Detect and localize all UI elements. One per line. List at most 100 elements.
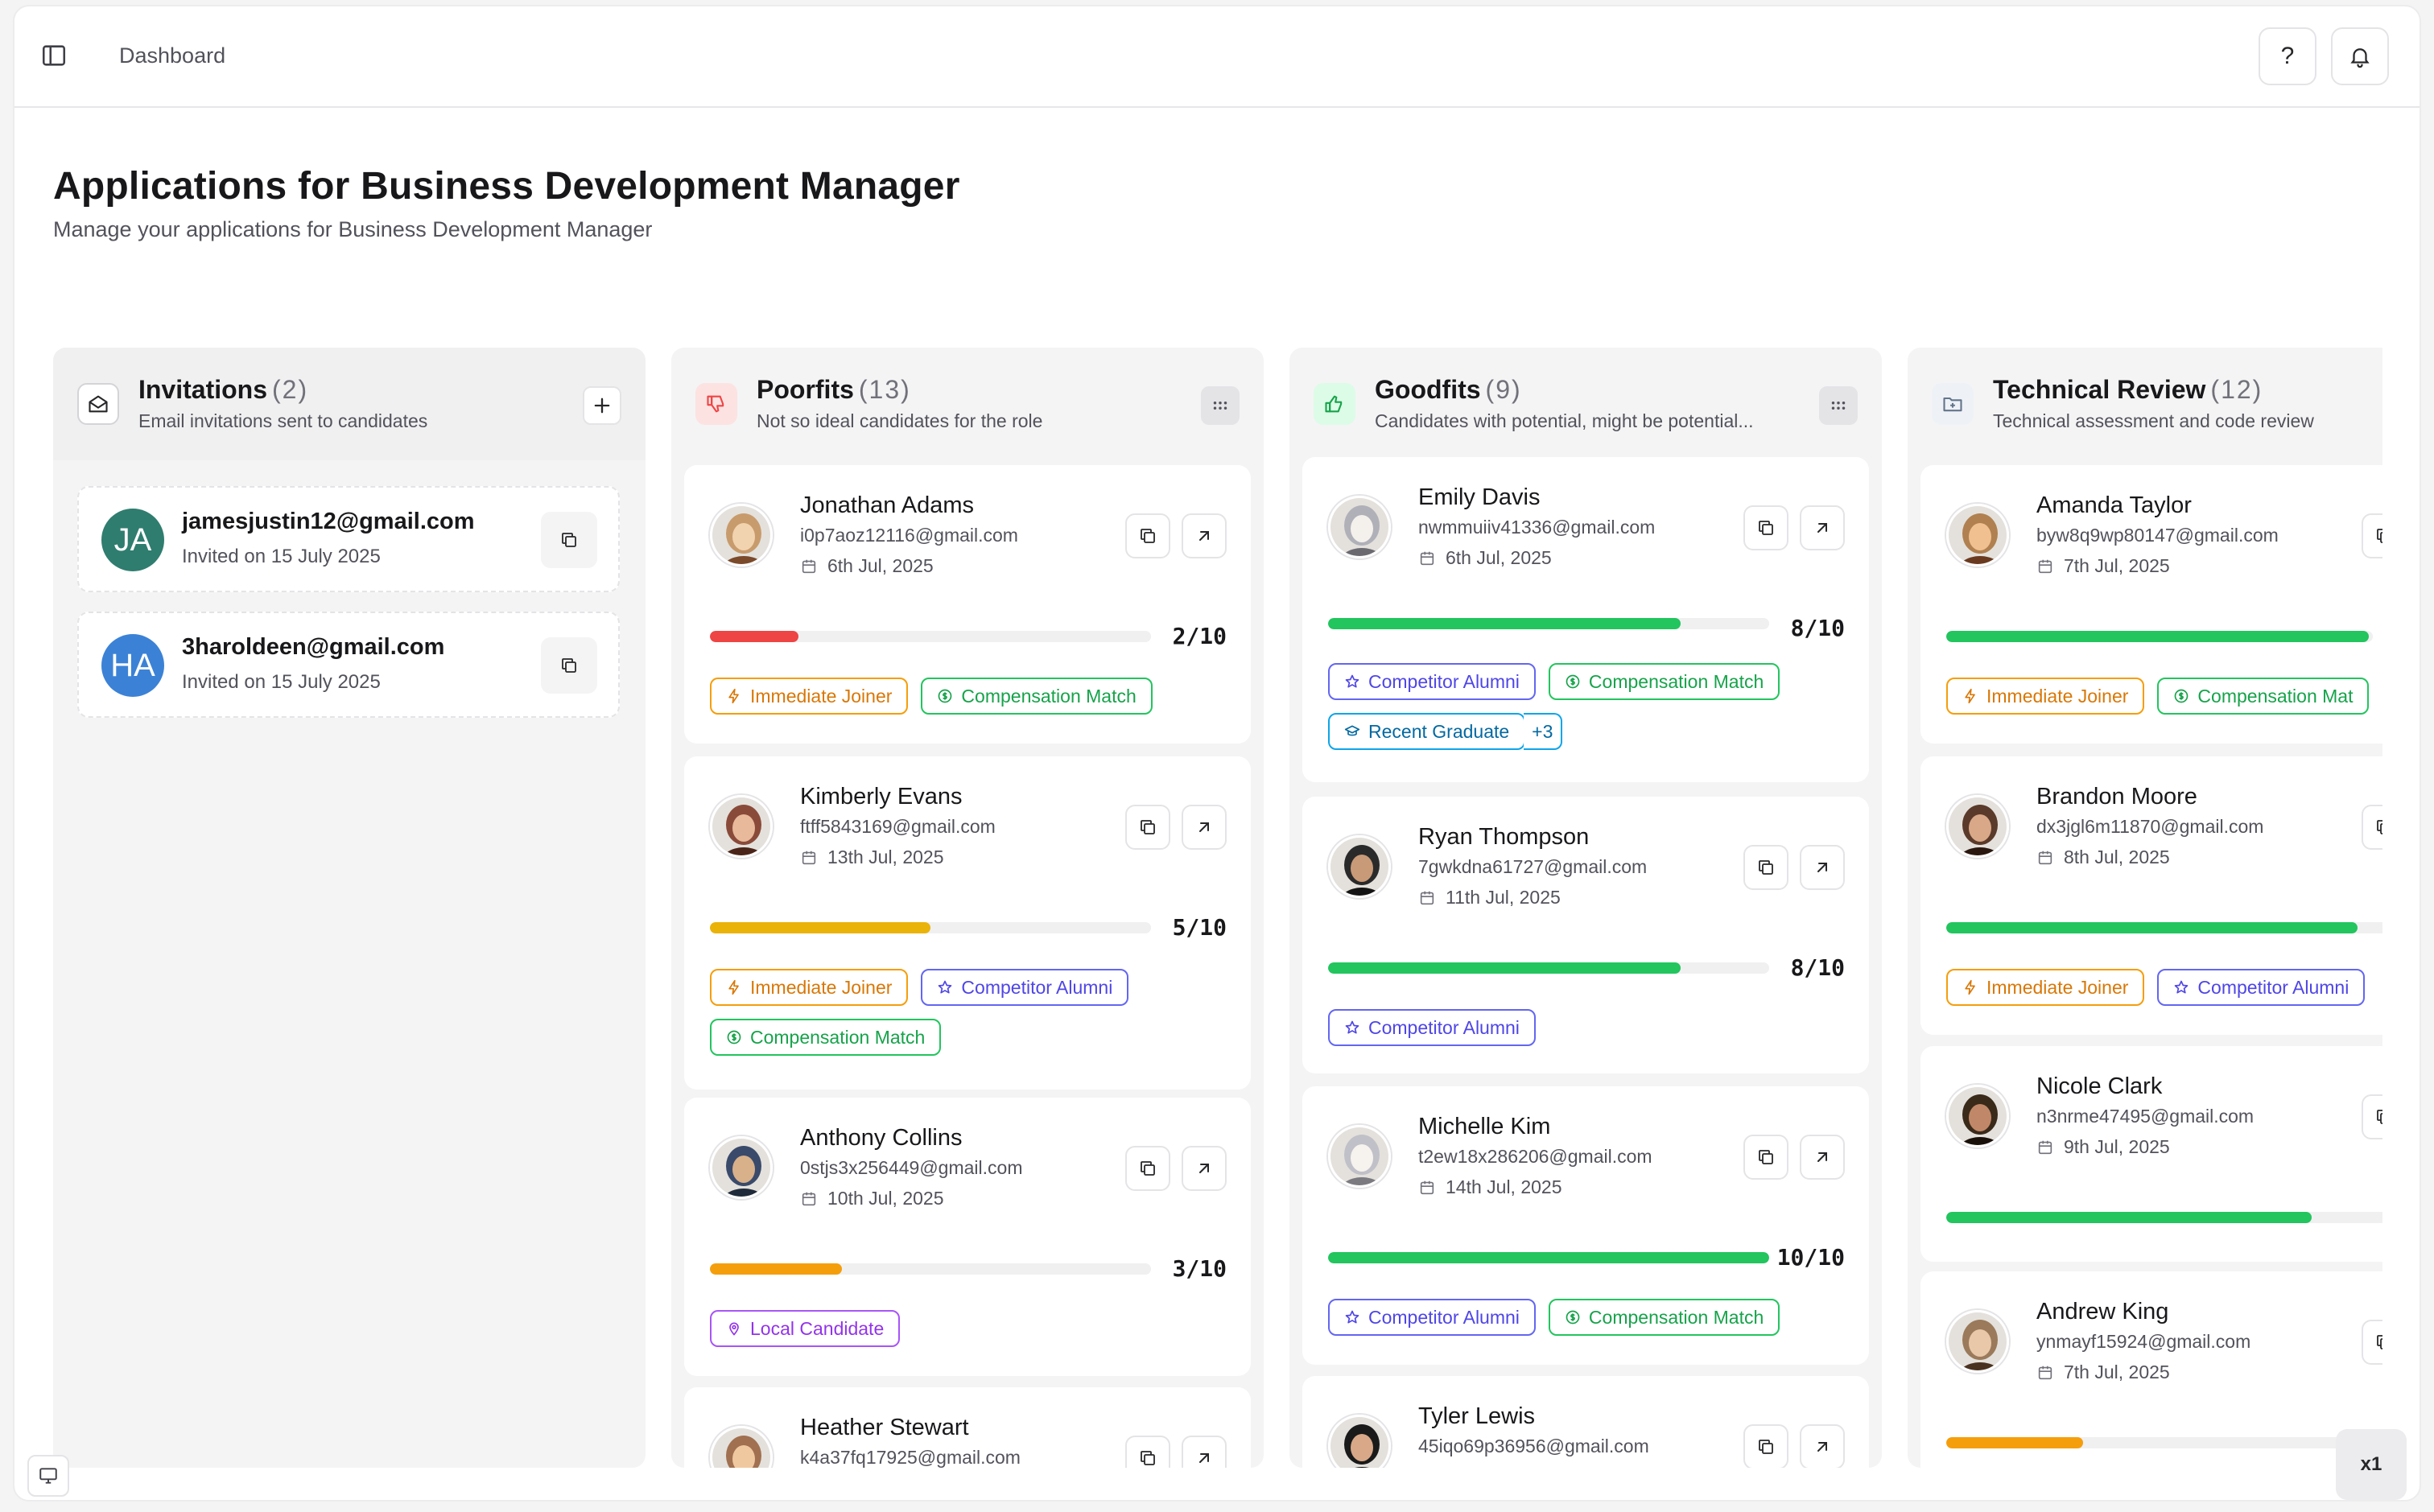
tag[interactable]: Immediate Joiner: [710, 678, 909, 715]
tag[interactable]: Local Candidate: [710, 1310, 901, 1347]
candidate-card[interactable]: Kimberly Evans ftff5843169@gmail.com 13th …: [684, 756, 1251, 1090]
candidate-name[interactable]: Anthony Collins: [800, 1125, 963, 1151]
candidate-email: byw8q9wp80147@gmail.com: [2036, 525, 2279, 546]
candidate-name[interactable]: Heather Stewart: [800, 1415, 969, 1440]
column-menu-button[interactable]: [1201, 386, 1240, 425]
add-invitation-button[interactable]: [583, 386, 621, 425]
tag[interactable]: Recent Graduate: [1328, 713, 1526, 750]
tag[interactable]: Immediate Joiner: [1946, 969, 2145, 1006]
invitation-item[interactable]: JA jamesjustin12@gmail.com Invited on 15 J…: [77, 486, 620, 592]
tag[interactable]: Competitor Alumni: [1328, 1299, 1536, 1336]
open-candidate-button[interactable]: [1800, 1135, 1845, 1180]
calendar-icon: [1418, 889, 1436, 907]
tag[interactable]: Competitor Alumni: [921, 969, 1129, 1006]
tag[interactable]: Compensation Match: [1548, 663, 1780, 700]
copy-button[interactable]: [2362, 805, 2382, 850]
candidate-card[interactable]: Tyler Lewis 45iqo69p36956@gmail.com: [1302, 1376, 1869, 1468]
candidate-name[interactable]: Nicole Clark: [2036, 1073, 2163, 1099]
zoom-indicator[interactable]: x1: [2336, 1429, 2407, 1500]
copy-button[interactable]: [2362, 513, 2382, 558]
candidate-name[interactable]: Kimberly Evans: [800, 784, 963, 810]
open-candidate-button[interactable]: [1182, 1436, 1227, 1468]
candidate-avatar: [1328, 835, 1391, 898]
tag[interactable]: Competitor Alumni: [1328, 663, 1536, 700]
copy-button[interactable]: [2362, 1320, 2382, 1365]
candidate-card[interactable]: Emily Davis nwmmuiiv41336@gmail.com 6th Ju…: [1302, 457, 1869, 782]
candidate-name[interactable]: Jonathan Adams: [800, 492, 975, 518]
tag[interactable]: Compensation Match: [710, 1019, 942, 1056]
tag[interactable]: Compensation Match: [1548, 1299, 1780, 1336]
candidate-card[interactable]: Brandon Moore dx3jgl6m11870@gmail.com 8th …: [1920, 756, 2382, 1035]
open-candidate-button[interactable]: [1182, 805, 1227, 850]
avatar: JA: [101, 509, 164, 571]
candidate-name[interactable]: Emily Davis: [1418, 484, 1541, 510]
tag[interactable]: +3: [1524, 713, 1563, 750]
candidate-name[interactable]: Tyler Lewis: [1418, 1403, 1536, 1429]
candidate-card[interactable]: Heather Stewart k4a37fq17925@gmail.com: [684, 1387, 1251, 1468]
candidate-name[interactable]: Michelle Kim: [1418, 1114, 1551, 1139]
invitation-email: jamesjustin12@gmail.com: [182, 509, 475, 534]
dollar-icon: [1565, 674, 1581, 690]
page-title: Applications for Business Development Ma…: [53, 165, 960, 208]
candidate-name[interactable]: Andrew King: [2036, 1299, 2169, 1325]
copy-button[interactable]: [1743, 1135, 1788, 1180]
bell-icon: [2350, 48, 2370, 68]
candidate-avatar: [710, 504, 773, 566]
applied-date: 9th Jul, 2025: [2036, 1136, 2170, 1158]
copy-button[interactable]: [2362, 1094, 2382, 1139]
candidate-card[interactable]: Amanda Taylor byw8q9wp80147@gmail.com 7th …: [1920, 465, 2382, 744]
tag[interactable]: Immediate Joiner: [710, 969, 909, 1006]
candidate-card[interactable]: Jonathan Adams i0p7aoz12116@gmail.com 6th …: [684, 465, 1251, 744]
tag-list: Immediate Joiner Competitor Alumni Compens…: [710, 969, 1233, 1056]
dollar-icon: [937, 688, 953, 704]
candidate-name[interactable]: Brandon Moore: [2036, 784, 2197, 810]
tag[interactable]: Competitor Alumni: [2157, 969, 2366, 1006]
help-button[interactable]: ?: [2259, 27, 2316, 85]
copy-invite-button[interactable]: [541, 512, 597, 568]
copy-button[interactable]: [1125, 1146, 1170, 1191]
candidate-name[interactable]: Amanda Taylor: [2036, 492, 2192, 518]
star-icon: [1344, 1309, 1360, 1325]
dollar-icon: [2173, 688, 2189, 704]
open-candidate-button[interactable]: [1800, 1424, 1845, 1468]
arrow-up-right-icon: [1194, 818, 1214, 837]
sidebar-toggle-icon[interactable]: [40, 42, 68, 69]
column-menu-button[interactable]: [1819, 386, 1858, 425]
candidate-card[interactable]: Michelle Kim t2ew18x286206@gmail.com 14th …: [1302, 1086, 1869, 1365]
tag[interactable]: Compensation Mat: [2157, 678, 2370, 715]
tag[interactable]: Compensation Match: [921, 678, 1153, 715]
tag[interactable]: Competitor Alumni: [1328, 1009, 1536, 1046]
star-icon: [1344, 1020, 1360, 1036]
candidate-card[interactable]: Nicole Clark n3nrme47495@gmail.com 9th Jul…: [1920, 1046, 2382, 1262]
open-candidate-button[interactable]: [1800, 505, 1845, 550]
calendar-icon: [1418, 1179, 1436, 1197]
tag-label: Competitor Alumni: [961, 976, 1113, 998]
copy-icon: [1756, 518, 1776, 538]
copy-button[interactable]: [1125, 805, 1170, 850]
copy-invite-button[interactable]: [541, 637, 597, 694]
tag[interactable]: Immediate Joiner: [1946, 678, 2145, 715]
candidate-name[interactable]: Ryan Thompson: [1418, 824, 1590, 850]
copy-button[interactable]: [1743, 1424, 1788, 1468]
candidate-avatar: [1946, 1310, 2009, 1373]
applied-date-text: 9th Jul, 2025: [2064, 1136, 2170, 1157]
copy-icon: [2374, 1333, 2382, 1352]
copy-button[interactable]: [1125, 513, 1170, 558]
candidate-email: k4a37fq17925@gmail.com: [800, 1447, 1021, 1468]
invitation-item[interactable]: HA 3haroldeen@gmail.com Invited on 15 July…: [77, 612, 620, 718]
candidate-avatar: [1946, 504, 2009, 566]
breadcrumb[interactable]: Dashboard: [119, 43, 226, 68]
notifications-button[interactable]: [2331, 27, 2389, 85]
candidate-card[interactable]: Anthony Collins 0stjs3x256449@gmail.com 10…: [684, 1098, 1251, 1376]
copy-button[interactable]: [1743, 505, 1788, 550]
plus-icon: [594, 398, 610, 414]
open-candidate-button[interactable]: [1182, 1146, 1227, 1191]
candidate-card[interactable]: Ryan Thompson 7gwkdna61727@gmail.com 11th …: [1302, 797, 1869, 1073]
open-candidate-button[interactable]: [1800, 845, 1845, 890]
display-toggle-button[interactable]: [27, 1455, 69, 1497]
arrow-up-right-icon: [1194, 1159, 1214, 1178]
copy-button[interactable]: [1125, 1436, 1170, 1468]
copy-button[interactable]: [1743, 845, 1788, 890]
open-candidate-button[interactable]: [1182, 513, 1227, 558]
candidate-card[interactable]: Andrew King ynmayf15924@gmail.com 7th Jul,…: [1920, 1271, 2382, 1468]
